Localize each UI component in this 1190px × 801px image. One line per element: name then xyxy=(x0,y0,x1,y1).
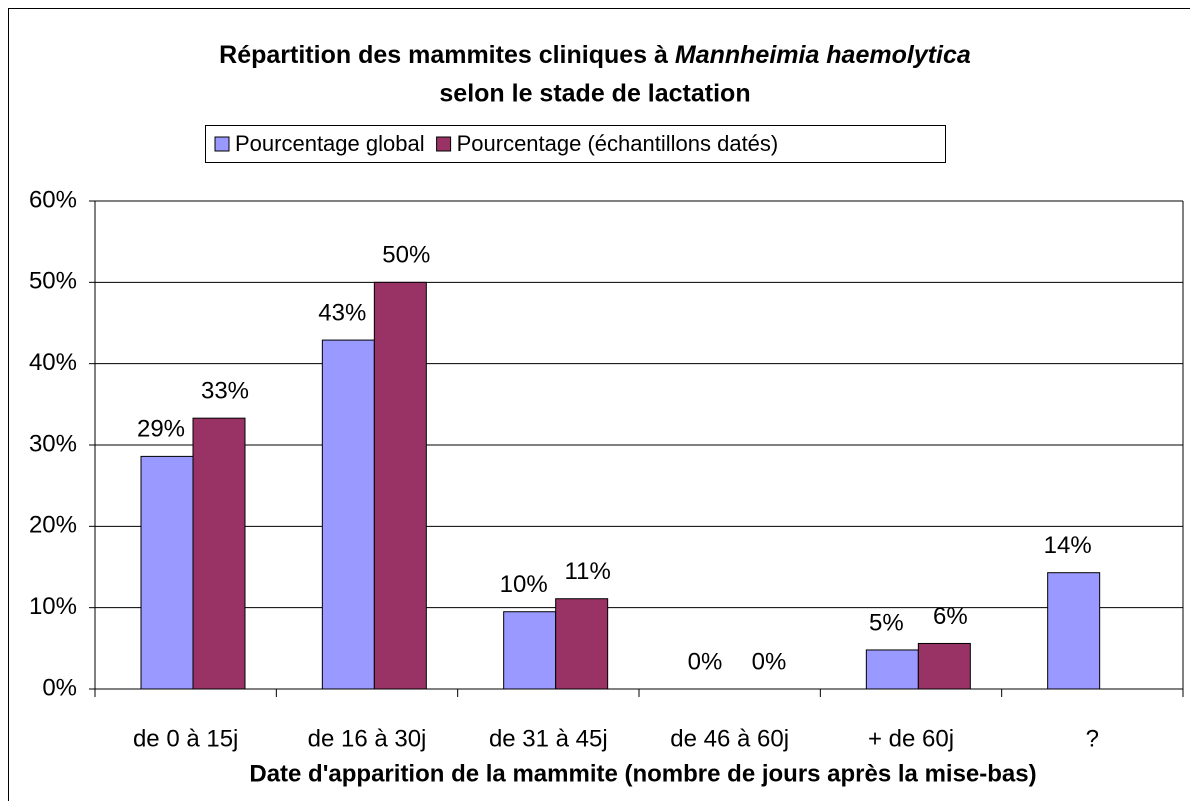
y-tick-label: 20% xyxy=(29,512,77,539)
y-tick-label: 40% xyxy=(29,349,77,376)
legend-swatch xyxy=(436,136,452,152)
legend-box xyxy=(205,125,946,163)
y-tick-label: 0% xyxy=(42,674,77,701)
legend-label: Pourcentage global xyxy=(235,131,425,156)
bar xyxy=(373,281,427,690)
bar xyxy=(192,417,246,690)
x-axis-label: Date d'apparition de la mammite (nombre … xyxy=(249,760,1036,787)
value-label: 6% xyxy=(933,603,968,630)
value-label: 33% xyxy=(201,378,249,405)
y-tick-label: 50% xyxy=(29,268,77,295)
bar xyxy=(140,455,194,690)
y-tick-label: 10% xyxy=(29,593,77,620)
x-tick-label: de 46 à 60j xyxy=(670,725,789,752)
legend-swatch xyxy=(214,136,230,152)
bar xyxy=(321,339,375,690)
value-label: 10% xyxy=(500,571,548,598)
title-part: Répartition des mammites cliniques à xyxy=(219,41,675,69)
y-tick-label: 30% xyxy=(29,430,77,457)
value-label: 5% xyxy=(869,609,904,636)
bar xyxy=(503,611,557,690)
value-label: 0% xyxy=(752,648,787,675)
title-italic: Mannheimia haemolytica xyxy=(675,41,971,69)
x-tick-label: ? xyxy=(1086,725,1099,752)
value-label: 11% xyxy=(565,558,611,585)
x-tick-label: de 0 à 15j xyxy=(133,725,238,752)
value-label: 50% xyxy=(382,242,430,269)
bar xyxy=(555,598,609,690)
value-label: 14% xyxy=(1044,532,1092,559)
x-tick-label: + de 60j xyxy=(868,725,954,752)
x-tick-label: de 31 à 45j xyxy=(489,725,608,752)
bar xyxy=(865,649,919,690)
x-tick-label: de 16 à 30j xyxy=(308,725,427,752)
bar xyxy=(1047,572,1101,690)
value-label: 29% xyxy=(137,416,185,443)
bar xyxy=(917,642,971,690)
value-label: 0% xyxy=(688,648,723,675)
value-label: 43% xyxy=(318,299,366,326)
chart-subtitle: selon le stade de lactation xyxy=(439,80,750,108)
y-tick-label: 60% xyxy=(29,186,77,213)
chart-title: Répartition des mammites cliniques à Man… xyxy=(219,41,971,69)
legend-label: Pourcentage (échantillons datés) xyxy=(457,131,779,156)
